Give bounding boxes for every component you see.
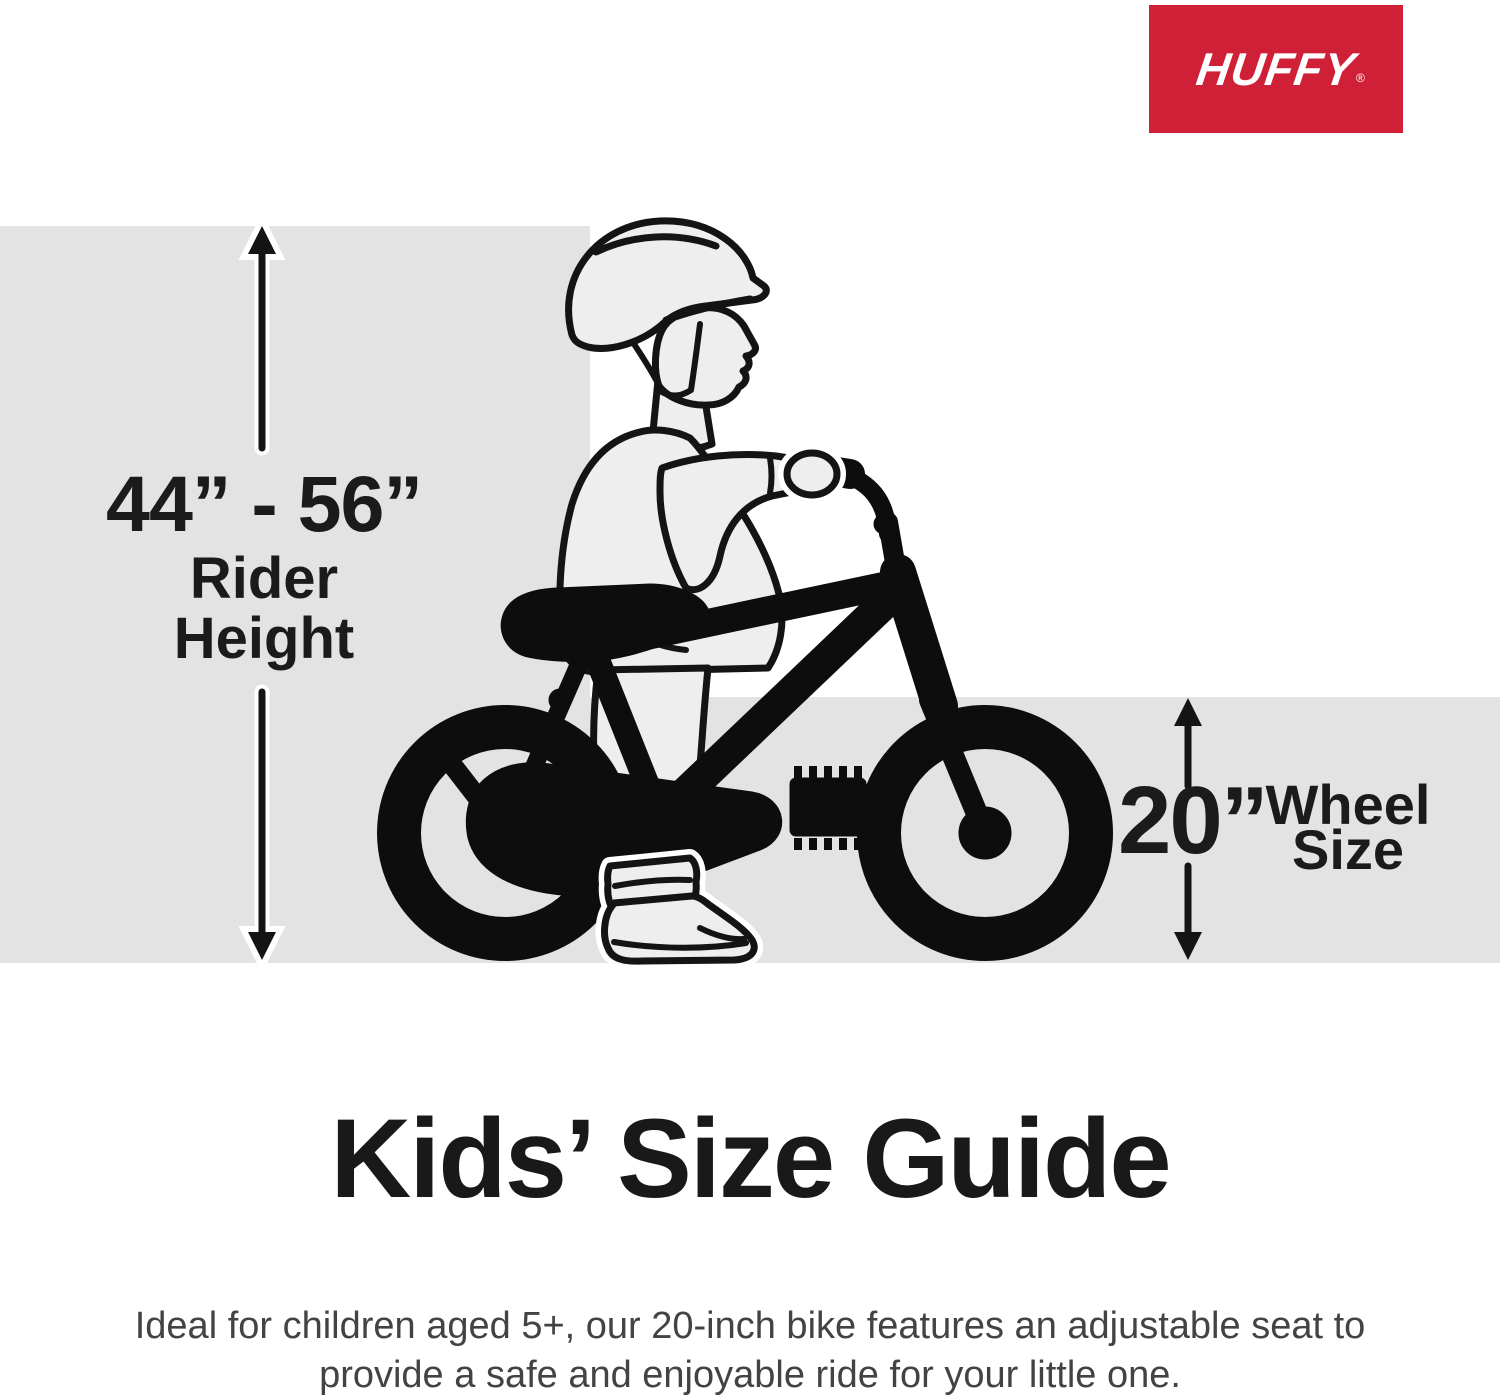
shoe-detail-lines: [611, 876, 749, 951]
front-hub: [958, 806, 1012, 860]
stem-bolt: [873, 513, 895, 535]
description-text: Ideal for children aged 5+, our 20-inch …: [0, 1302, 1500, 1398]
wheel-size-value: 20”: [1118, 767, 1269, 874]
description-line1: Ideal for children aged 5+, our 20-inch …: [134, 1305, 1366, 1347]
pedal: [789, 777, 867, 837]
rider-height-value: 44” - 56”: [106, 459, 423, 548]
huffy-logo: HUFFY ®: [1149, 5, 1403, 133]
child-helmet: [565, 217, 770, 352]
rider-height-label-line2: Height: [173, 606, 355, 671]
wheel-size-label-line2: Size: [1291, 818, 1405, 881]
saddle: [500, 583, 710, 662]
rider-height-arrow-up-icon: [238, 213, 286, 456]
rider-height-label: Rider Height: [84, 549, 444, 669]
rear-hub: [478, 806, 532, 860]
helmet-vent-line: [592, 233, 720, 256]
wheel-size-arrow: [1174, 698, 1202, 960]
child-face: [651, 304, 759, 409]
huffy-logo-text: HUFFY: [1193, 43, 1359, 95]
child-hand: [783, 449, 841, 499]
rider-height-arrow: [238, 213, 286, 973]
wheel-size-label-line1: Wheel: [1265, 773, 1431, 836]
seat-clamp-knob: [548, 688, 572, 712]
page-title: Kids’ Size Guide: [330, 1096, 1171, 1221]
rider-height-label-line1: Rider: [189, 546, 339, 611]
child-foreground: [595, 444, 846, 971]
wheel-size-arrow-down-icon: [1174, 862, 1202, 960]
sleeve-cuff-line: [767, 455, 775, 496]
helmet-chin-strap: [631, 321, 703, 399]
wheel-size-label: Wheel Size: [1258, 773, 1438, 881]
rider-height-arrow-down-icon: [238, 684, 286, 973]
front-wheel: [857, 705, 1113, 961]
wheel-size-arrow-up-icon: [1174, 698, 1202, 790]
bottom-bracket: [639, 790, 685, 836]
description-line2: provide a safe and enjoyable ride for yo…: [319, 1354, 1181, 1396]
helmet-visor-line: [662, 295, 754, 324]
down-tube: [662, 580, 908, 816]
registered-trademark-icon: ®: [1356, 71, 1365, 85]
